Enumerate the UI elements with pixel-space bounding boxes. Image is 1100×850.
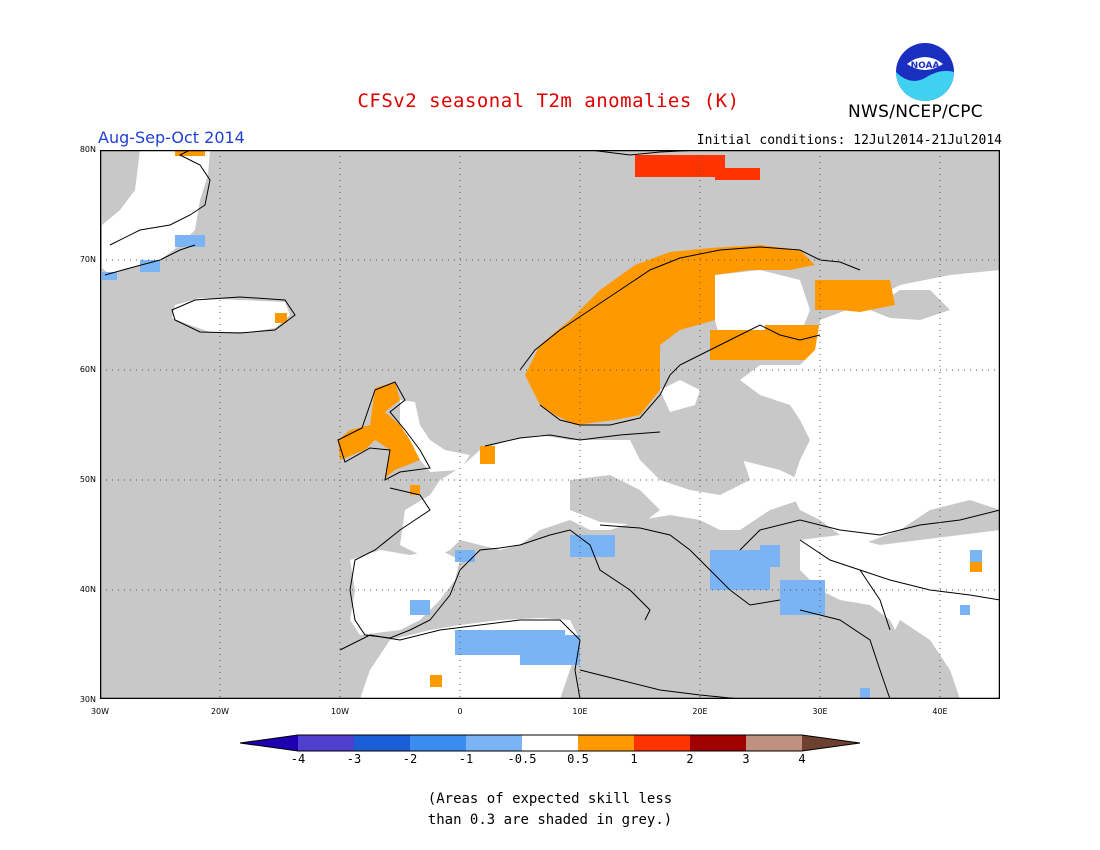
colorbar-label: 1: [630, 752, 638, 766]
iberia-white: [350, 550, 460, 635]
chart-title: CFSv2 seasonal T2m anomalies (K): [357, 90, 740, 112]
lon-label: 0: [457, 707, 463, 716]
colorbar-segment: [690, 735, 746, 751]
lat-label: 50N: [79, 475, 96, 484]
colorbar-label: -4: [290, 752, 306, 766]
lon-label: 20E: [692, 707, 708, 716]
colorbar-segment: [240, 735, 298, 751]
colorbar-label: -3: [346, 752, 362, 766]
lon-label: 20W: [210, 707, 230, 716]
noaa-logo: NOAA: [896, 43, 954, 101]
lat-label: 80N: [79, 145, 96, 154]
agency-label: NWS/NCEP/CPC: [848, 102, 983, 122]
lon-label: 30E: [812, 707, 828, 716]
colorbar-segment: [746, 735, 802, 751]
colorbar-segment: [354, 735, 410, 751]
colorbar-segment: [578, 735, 634, 751]
coastlines: [104, 150, 1000, 699]
colorbar-label: 0.5: [567, 752, 589, 766]
colorbar-segment: [410, 735, 466, 751]
colorbar-label: -2: [402, 752, 418, 766]
colorbar-segment: [298, 735, 354, 751]
greenland-white: [102, 150, 210, 275]
scandinavia-orange: [525, 245, 815, 425]
noaa-logo-text: NOAA: [911, 61, 940, 71]
lon-label: 40E: [932, 707, 948, 716]
colorbar-segment: [466, 735, 522, 751]
season-label: Aug-Sep-Oct 2014: [98, 128, 245, 147]
colorbar-label: -0.5: [507, 752, 537, 766]
colorbar: [240, 734, 860, 752]
colorbar-label: -1: [458, 752, 474, 766]
gridlines: [100, 150, 1000, 699]
lon-label: 10E: [572, 707, 588, 716]
colorbar-segment: [522, 735, 578, 751]
colorbar-label: 3: [742, 752, 750, 766]
lat-label: 40N: [79, 585, 96, 594]
svalbard-red: [635, 155, 725, 177]
colorbar-label: 2: [686, 752, 694, 766]
anomaly-map: [100, 150, 1000, 699]
lon-label: 10W: [330, 707, 350, 716]
skill-note-line-2: than 0.3 are shaded in grey.): [427, 812, 673, 828]
lon-label: 30W: [90, 707, 110, 716]
initial-conditions-label: Initial conditions: 12Jul2014-21Jul2014: [696, 133, 1002, 148]
skill-note-line-1: (Areas of expected skill less: [427, 791, 673, 807]
iceland-white: [172, 298, 290, 332]
colorbar-segment: [634, 735, 690, 751]
colorbar-segment: [802, 735, 860, 751]
lat-label: 30N: [79, 695, 96, 704]
map-frame: [100, 150, 1000, 699]
russia-white: [740, 270, 1000, 545]
lat-label: 60N: [79, 365, 96, 374]
lat-label: 70N: [79, 255, 96, 264]
uk-orange: [338, 382, 420, 478]
colorbar-label: 4: [798, 752, 806, 766]
